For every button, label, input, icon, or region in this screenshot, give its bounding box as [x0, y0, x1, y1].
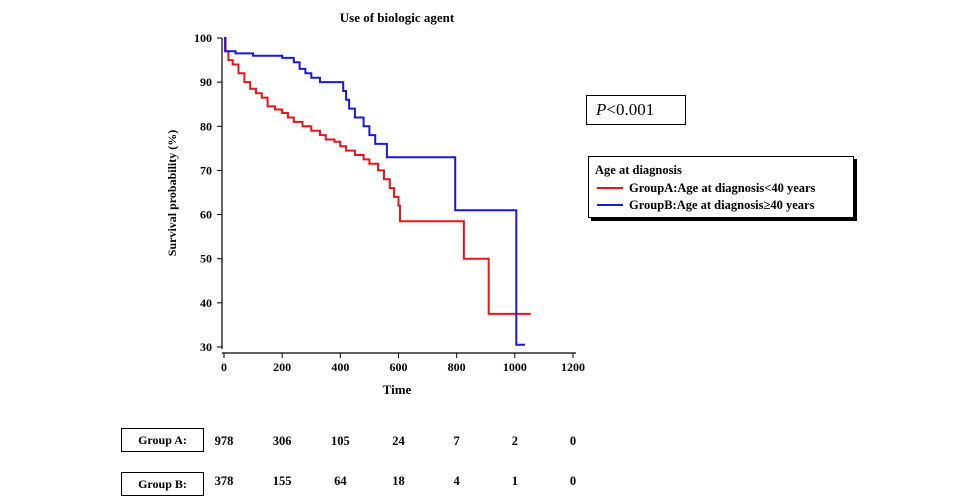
risk-cell: 378 — [214, 474, 234, 488]
y-tick-label: 100 — [194, 31, 212, 45]
risk-cell: 7 — [453, 434, 460, 448]
risk-cell: 0 — [569, 474, 577, 488]
y-tick-label: 30 — [200, 340, 212, 354]
x-tick-label: 200 — [273, 360, 291, 374]
x-tick-label: 1200 — [561, 360, 585, 374]
risk-cell: 4 — [453, 474, 460, 488]
p-value-text: <0.001 — [606, 100, 655, 119]
y-tick-label: 80 — [200, 119, 212, 133]
risk-label-group-a: Group A: — [121, 428, 204, 452]
p-value-label: P — [596, 100, 607, 119]
risk-cell: 2 — [511, 434, 518, 448]
risk-cell: 1 — [511, 474, 518, 488]
risk-row-group-b: 378 155 64 18 4 1 0 — [0, 474, 960, 494]
risk-cell: 64 — [334, 474, 347, 488]
x-tick-label: 0 — [221, 360, 227, 374]
legend: Age at diagnosis GroupA:Age at diagnosis… — [588, 156, 854, 218]
p-value-box: P<0.001 — [586, 95, 686, 125]
survival-curve-group-b — [224, 37, 525, 346]
risk-cell: 24 — [392, 434, 405, 448]
risk-label-group-b: Group B: — [121, 472, 204, 496]
y-tick-label: 40 — [200, 296, 212, 310]
survival-curve-group-a — [223, 37, 531, 315]
y-tick-label: 60 — [200, 208, 212, 222]
legend-label-group-a: GroupA:Age at diagnosis<40 years — [629, 180, 816, 195]
x-tick-label: 600 — [390, 360, 408, 374]
y-tick-label: 70 — [200, 163, 212, 177]
x-axis-label: Time — [383, 382, 412, 397]
legend-swatch-group-b — [597, 204, 623, 206]
legend-label-group-b: GroupB:Age at diagnosis≥40 years — [629, 197, 815, 212]
risk-cell: 0 — [569, 434, 577, 448]
y-axis-label: Survival probability (%) — [165, 130, 179, 256]
x-tick-label: 400 — [331, 360, 349, 374]
risk-cell: 978 — [214, 434, 234, 448]
risk-row-group-a: 978 306 105 24 7 2 0 — [0, 434, 960, 454]
y-tick-label: 50 — [200, 252, 212, 266]
x-tick-label: 800 — [448, 360, 466, 374]
chart-title: Use of biologic agent — [340, 10, 455, 25]
legend-item-group-a: GroupA:Age at diagnosis<40 years — [597, 180, 815, 196]
y-tick-label: 90 — [200, 75, 212, 89]
legend-title: Age at diagnosis — [595, 163, 682, 177]
legend-item-group-b: GroupB:Age at diagnosis≥40 years — [597, 197, 814, 213]
x-tick-label: 1000 — [503, 360, 527, 374]
risk-cell: 155 — [272, 474, 292, 488]
risk-cell: 105 — [330, 434, 350, 448]
legend-swatch-group-a — [597, 187, 623, 189]
risk-cell: 306 — [272, 434, 292, 448]
risk-cell: 18 — [392, 474, 405, 488]
